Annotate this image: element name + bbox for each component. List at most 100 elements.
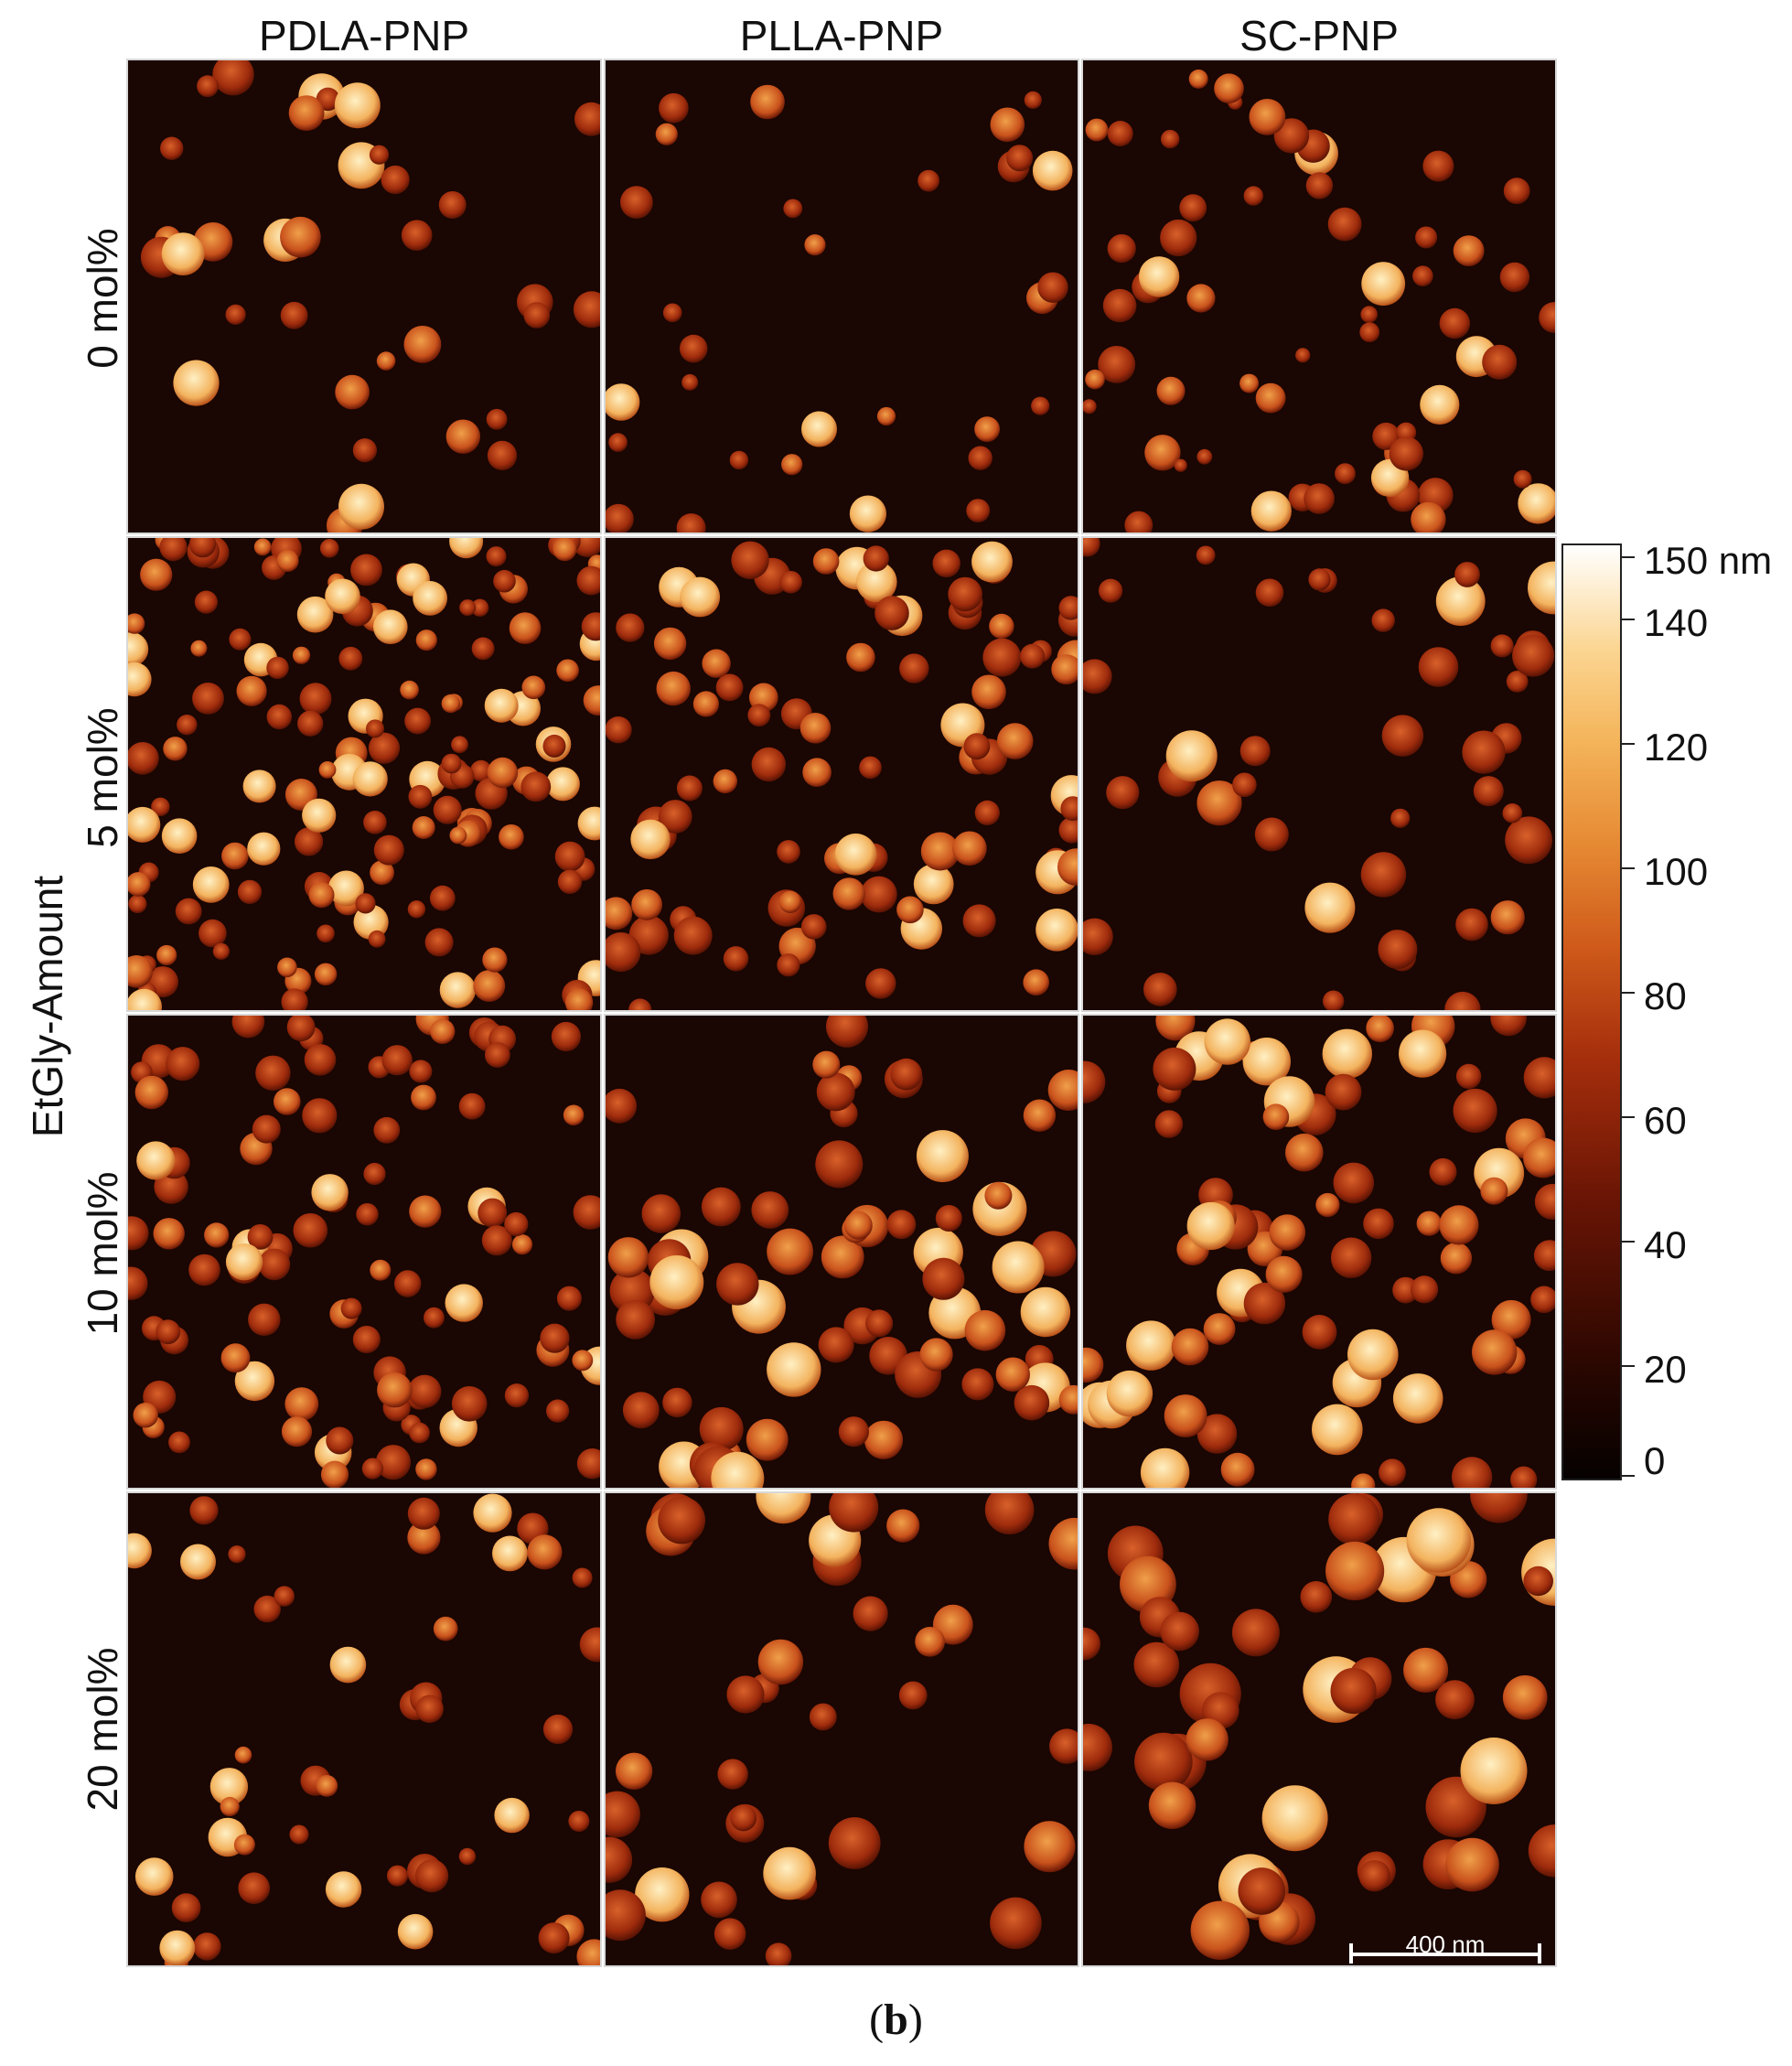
nanoparticle (1049, 1728, 1078, 1764)
nanoparticle (1330, 1667, 1377, 1715)
nanoparticle (779, 571, 802, 594)
nanoparticle (1138, 256, 1180, 297)
nanoparticle (404, 707, 431, 735)
nanoparticle (1083, 538, 1100, 557)
nanoparticle (763, 1846, 816, 1900)
nanoparticle (701, 1881, 737, 1919)
nanoparticle (990, 1897, 1042, 1950)
nanoparticle (335, 374, 370, 410)
nanoparticle (1035, 909, 1078, 952)
nanoparticle (173, 360, 220, 406)
nanoparticle (1023, 1099, 1057, 1132)
nanoparticle (556, 659, 579, 683)
nanoparticle (1239, 736, 1271, 767)
nanoparticle (1060, 796, 1078, 821)
nanoparticle (445, 1284, 483, 1322)
nanoparticle (681, 373, 699, 391)
nanoparticle (370, 1259, 392, 1281)
nanoparticle (701, 1187, 741, 1227)
nanoparticle (1242, 1038, 1291, 1086)
nanoparticle (409, 1195, 442, 1228)
nanoparticle (875, 596, 909, 630)
row-label-0: 0 mol% (79, 228, 126, 369)
nanoparticle (302, 1098, 338, 1134)
nanoparticle (352, 1326, 381, 1353)
nanoparticle (1186, 1718, 1229, 1761)
nanoparticle (615, 1752, 653, 1790)
nanoparticle (1440, 1243, 1473, 1275)
nanoparticle (1196, 448, 1213, 465)
nanoparticle (865, 968, 896, 999)
nanoparticle (816, 1072, 855, 1112)
nanoparticle (540, 1323, 570, 1353)
nanoparticle (1243, 1282, 1286, 1325)
nanoparticle (194, 590, 218, 614)
nanoparticle (1528, 1824, 1555, 1878)
nanoparticle (726, 1675, 765, 1714)
nanoparticle (608, 433, 628, 452)
nanoparticle (1411, 1275, 1439, 1304)
nanoparticle (1156, 376, 1186, 405)
nanoparticle (886, 1210, 917, 1240)
nanoparticle (1470, 1493, 1528, 1523)
nanoparticle (573, 1195, 600, 1230)
nanoparticle (1482, 344, 1518, 380)
colorbar-tick-60: 60 (1644, 1099, 1687, 1142)
nanoparticle (1214, 73, 1244, 103)
nanoparticle (963, 733, 991, 760)
nanoparticle (487, 757, 519, 789)
nanoparticle (1099, 578, 1123, 603)
nanoparticle (1302, 1315, 1337, 1350)
nanoparticle (373, 1116, 401, 1144)
nanoparticle (717, 1759, 748, 1790)
nanoparticle (1124, 511, 1154, 533)
nanoparticle (478, 1198, 508, 1228)
nanoparticle (1255, 578, 1284, 608)
nanoparticle (777, 840, 800, 864)
nanoparticle (783, 199, 803, 219)
nanoparticle (329, 1646, 367, 1684)
nanoparticle (1220, 1452, 1255, 1487)
nanoparticle (1518, 483, 1555, 524)
nanoparticle (247, 832, 281, 866)
nanoparticle (415, 1859, 449, 1893)
nanoparticle (280, 301, 308, 329)
nanoparticle (1020, 643, 1046, 669)
nanoparticle (193, 1932, 221, 1961)
nanoparticle (984, 1493, 1035, 1534)
nanoparticle (314, 963, 338, 985)
nanoparticle (1530, 1286, 1555, 1314)
nanoparticle (368, 732, 401, 764)
nanoparticle (1323, 990, 1345, 1010)
nanoparticle (449, 826, 467, 845)
nanoparticle (563, 1104, 585, 1126)
nanoparticle (971, 674, 1006, 710)
nanoparticle (412, 816, 435, 839)
nanoparticle (572, 1567, 593, 1588)
nanoparticle (649, 1255, 704, 1309)
nanoparticle (574, 102, 600, 136)
nanoparticle (153, 1218, 185, 1250)
nanoparticle (616, 1299, 655, 1340)
nanoparticle (1188, 69, 1208, 89)
particle-field (128, 1016, 600, 1488)
nanoparticle (394, 1270, 422, 1297)
nanoparticle (1031, 396, 1050, 415)
nanoparticle (373, 834, 404, 866)
nanoparticle (606, 1836, 633, 1883)
height-colorbar: 150 nm 140 120 100 80 60 40 20 0 (1561, 536, 1790, 1488)
nanoparticle (995, 1357, 1030, 1392)
nanoparticle (577, 806, 600, 841)
nanoparticle (1174, 458, 1187, 472)
nanoparticle (242, 769, 276, 803)
nanoparticle (1435, 576, 1486, 626)
nanoparticle (731, 541, 769, 579)
nanoparticle (1083, 1060, 1106, 1103)
colorbar-tick-100: 100 (1644, 850, 1709, 893)
nanoparticle (229, 628, 252, 651)
nanoparticle (363, 1162, 386, 1186)
nanoparticle (834, 834, 877, 876)
nanoparticle (818, 1327, 854, 1363)
nanoparticle (990, 107, 1025, 143)
nanoparticle (802, 758, 832, 787)
